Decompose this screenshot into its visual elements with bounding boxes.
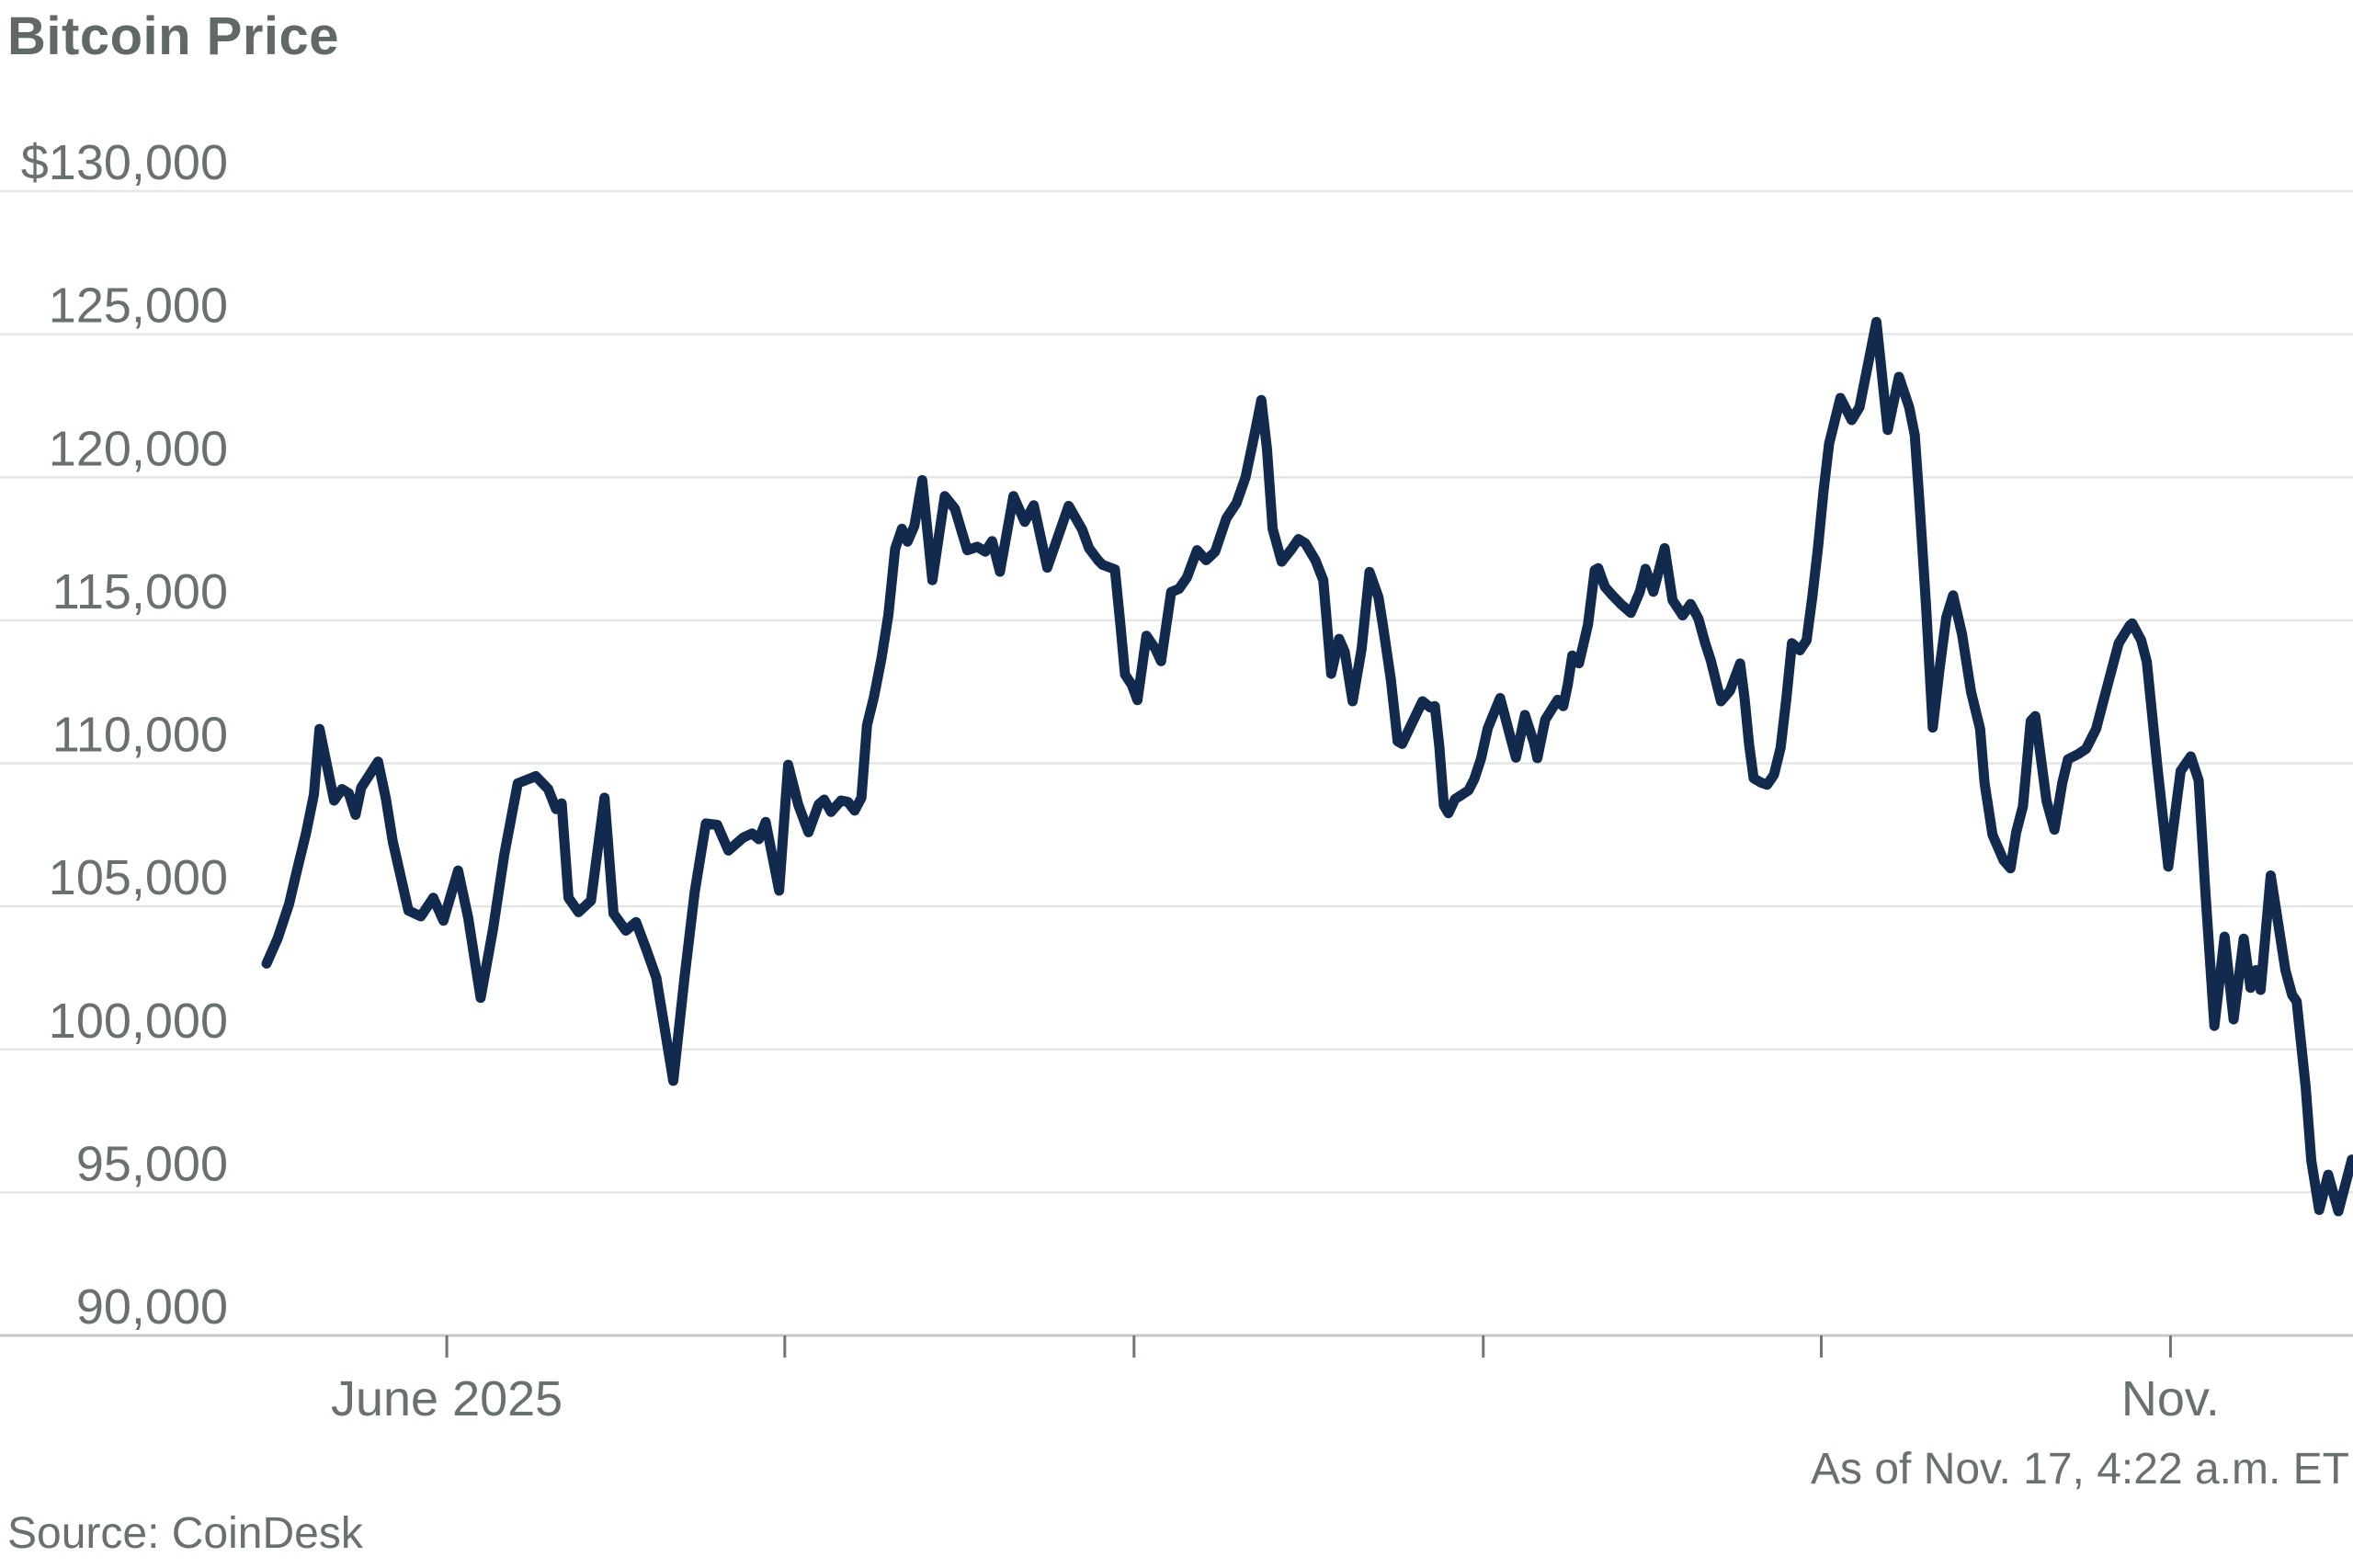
source-credit: Source: CoinDesk: [7, 1509, 364, 1558]
y-axis-label: 105,000: [49, 850, 228, 905]
y-axis-label: 120,000: [49, 421, 228, 476]
y-axis-label: 125,000: [49, 278, 228, 334]
x-axis-label: Nov.: [2121, 1371, 2220, 1426]
page-title: Bitcoin Price: [7, 6, 340, 66]
y-axis-label: 95,000: [76, 1136, 228, 1191]
y-axis-label: 90,000: [76, 1279, 228, 1335]
as-of-timestamp: As of Nov. 17, 4:22 a.m. ET: [1811, 1445, 2349, 1494]
y-axis-label: 110,000: [52, 708, 228, 763]
y-axis-label: 115,000: [52, 564, 228, 619]
price-line: [261, 316, 2353, 1217]
x-axis-label: June 2025: [331, 1371, 563, 1426]
y-axis-label: $130,000: [21, 135, 228, 190]
y-axis-label: 100,000: [49, 994, 228, 1049]
